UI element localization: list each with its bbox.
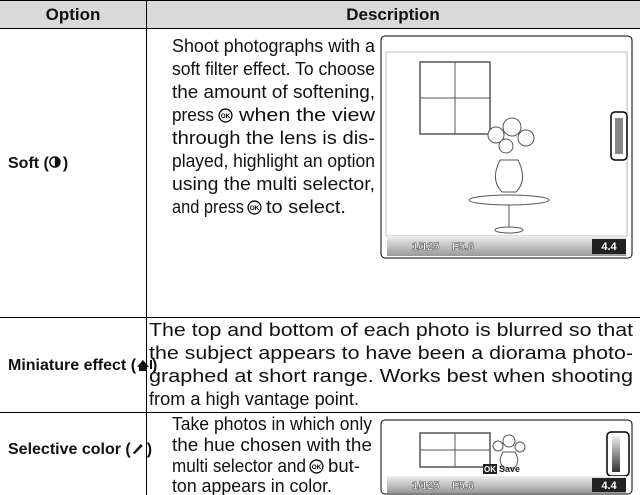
rect-shape xyxy=(592,239,626,254)
rect-shape xyxy=(615,118,623,154)
ok-button-icon xyxy=(309,459,324,474)
description-line: The top and bottom of each photo is blur… xyxy=(149,320,633,340)
header-option: Option xyxy=(46,5,101,24)
screen-illustration: OK Save 1/125 F5.6 4.4 xyxy=(380,419,633,495)
path-shape xyxy=(132,444,143,454)
description-line: and press xyxy=(172,197,244,217)
description-line: press xyxy=(172,105,214,125)
tspan-shape: Miniature effect ( xyxy=(8,357,137,374)
screen-text: 4.4 xyxy=(601,480,617,492)
description-line: soft filter effect. To choose xyxy=(172,59,375,79)
tspan-shape: ) xyxy=(152,357,157,374)
mode-icon xyxy=(49,156,61,168)
screen-text: 1/125 xyxy=(412,241,440,253)
ok-button-icon xyxy=(247,200,262,215)
header-bg xyxy=(0,0,640,28)
description-line: graphed at short range. Works best when … xyxy=(149,366,633,386)
rect-shape xyxy=(387,236,626,256)
description-line: but- xyxy=(328,456,360,476)
path-shape xyxy=(499,451,519,469)
mode-icon xyxy=(137,360,153,371)
ellipse-shape xyxy=(468,194,550,206)
screen-text: F5.6 xyxy=(452,480,474,492)
tspan-shape: Soft ( xyxy=(8,155,50,172)
mode-icon xyxy=(132,444,143,454)
option-label: Soft () xyxy=(8,155,68,172)
description-line: through the lens is dis- xyxy=(172,128,375,148)
description-line: using the multi selector, xyxy=(172,174,375,194)
screen-illustration: 1/125 F5.6 4.4 xyxy=(380,35,633,259)
screen-text: 4.4 xyxy=(601,241,617,253)
tspan-shape: ) xyxy=(147,441,152,458)
tspan-shape: ) xyxy=(63,155,68,172)
screen-text: OK xyxy=(484,465,496,474)
rect-shape xyxy=(387,476,626,493)
description-line: ton appears in color. xyxy=(172,476,332,495)
screen-text: Save xyxy=(499,464,520,474)
circle-shape xyxy=(502,434,516,448)
rect-shape xyxy=(483,464,497,474)
rect-shape xyxy=(139,367,148,371)
rect-shape xyxy=(612,436,620,472)
path-shape xyxy=(495,159,523,193)
circle-shape xyxy=(487,126,505,144)
description-line: played, highlight an option xyxy=(172,151,375,171)
option-label: Miniature effect () xyxy=(8,357,157,374)
description-line: multi selector and xyxy=(172,456,306,476)
description-line: to select. xyxy=(266,197,346,217)
circle-shape xyxy=(492,440,504,452)
circle-shape xyxy=(502,117,522,137)
description-line: the hue chosen with the xyxy=(172,435,372,455)
circle-shape xyxy=(517,129,535,147)
description-line: Take photos in which only xyxy=(172,414,372,434)
rect-shape xyxy=(150,360,153,369)
screen-text: F5.6 xyxy=(452,241,474,253)
ellipse-shape xyxy=(494,226,524,234)
description-line: when the view xyxy=(238,105,376,125)
option-label: Selective color () xyxy=(8,441,152,458)
description-line: from a high vantage point. xyxy=(149,389,359,409)
description-line: the amount of softening, xyxy=(172,82,375,102)
tspan-shape: Selective color ( xyxy=(8,441,131,458)
path-shape xyxy=(54,157,60,167)
screen-text: 1/125 xyxy=(412,480,440,492)
circle-shape xyxy=(498,138,514,154)
rect-shape xyxy=(592,478,626,492)
header-description: Description xyxy=(346,5,440,24)
path-shape xyxy=(137,360,150,367)
circle-shape xyxy=(514,441,526,453)
description-line: the subject appears to have been a diora… xyxy=(149,343,633,363)
ok-button-icon xyxy=(218,108,233,123)
description-line: Shoot photographs with a xyxy=(172,36,376,56)
